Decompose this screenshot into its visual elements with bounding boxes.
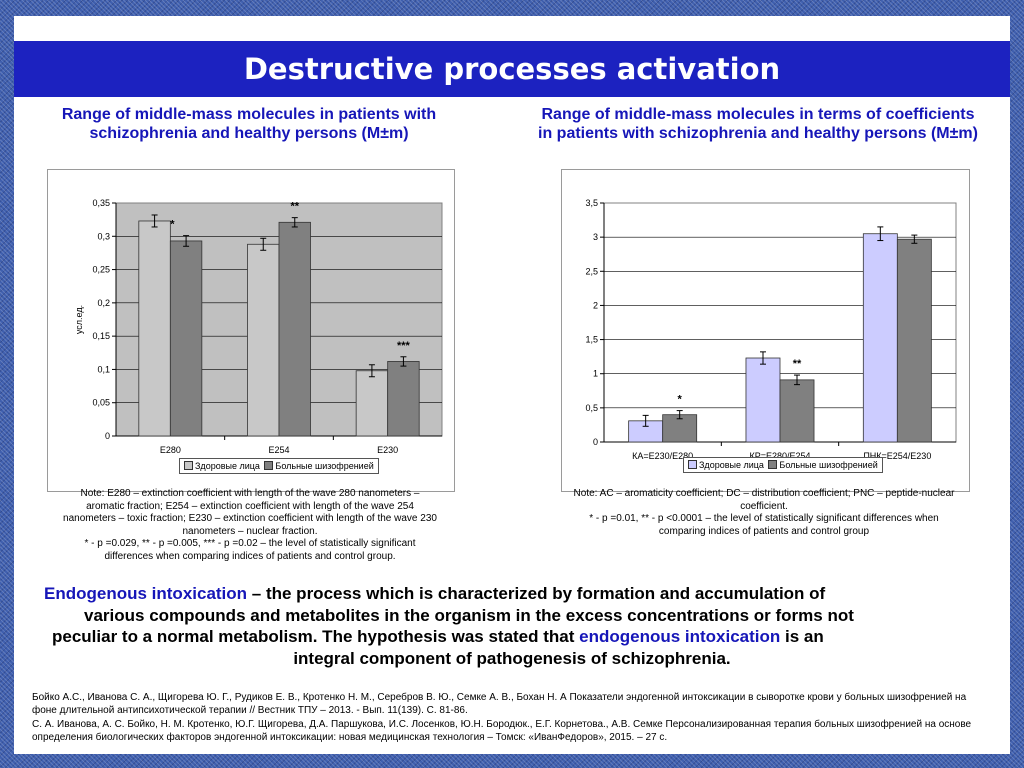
x-tick-label: ПНК=E254/E230 [863, 451, 931, 461]
note-line: differences when comparing indices of pa… [104, 550, 396, 562]
note-line: comparing indices of patients and contro… [658, 525, 870, 537]
note-line: nanometers – nuclear fraction. [182, 525, 318, 537]
bar [779, 379, 815, 443]
term-highlight: Endogenous intoxication [44, 584, 248, 603]
x-tick-label: E254 [268, 445, 289, 455]
bar [138, 220, 171, 437]
bar [745, 357, 781, 443]
significance-marker: ** [793, 358, 802, 370]
note-line: aromatic fraction; E254 – extinction coe… [86, 500, 414, 512]
legend-label-healthy: Здоровые лица [195, 461, 260, 471]
note-line: Note: E280 – extinction coefficient with… [80, 488, 420, 499]
legend-label-healthy: Здоровые лица [699, 460, 764, 470]
right-chart-panel: 0 0,5 1 1,5 2 2,5 3 3,5 КА=E230/E280 * КР=E280/E25… [561, 169, 970, 492]
significance-marker: ** [290, 201, 299, 213]
x-tick-label: КА=E230/E280 [632, 451, 693, 461]
bar [169, 240, 203, 437]
term-highlight: endogenous intoxication [579, 627, 781, 646]
y-tick-label: 0,3 [97, 231, 110, 241]
right-chart-svg: 0 0,5 1 1,5 2 2,5 3 3,5 КА=E230/E280 * КР=E280/E25… [585, 198, 957, 461]
note-line: * - p =0.029, ** - p =0.005, *** - p =0.… [84, 538, 416, 549]
definition-text: – the process which is characterized by … [247, 584, 826, 603]
y-tick-label: 0,1 [97, 364, 110, 374]
legend-swatch-healthy [688, 460, 697, 469]
definition-text: various compounds and metabolites in the… [84, 605, 854, 625]
significance-marker: * [678, 394, 683, 406]
note-line: * - p =0.01, ** - p <0.0001 – the level … [589, 513, 939, 524]
left-chart-legend: Здоровые лица Больные шизофренией [179, 458, 379, 474]
y-tick-label: 3 [593, 232, 598, 242]
y-tick-label: 3,5 [585, 198, 598, 208]
definition-text: peculiar to a normal metabolism. The hyp… [52, 627, 580, 646]
legend-swatch-patients [264, 461, 274, 470]
y-tick-label: 2 [593, 300, 598, 310]
note-line: Note: AC – aromaticity coefficient; DC –… [573, 488, 955, 499]
y-tick-label: 0 [593, 437, 598, 447]
note-line: nanometers – toxic fraction; E230 – exti… [63, 513, 437, 524]
bar [387, 361, 420, 437]
definition-paragraph: Endogenous intoxication – the process wh… [32, 583, 992, 669]
left-chart-note: Note: E280 – extinction coefficient with… [32, 488, 468, 563]
left-chart-panel: 0 0,05 0,1 0,15 0,2 0,25 0,3 0,35 усл.ед. E280 * E2… [47, 169, 455, 492]
significance-marker: * [170, 219, 175, 231]
legend-label-patients: Больные шизофренией [779, 460, 878, 470]
y-tick-label: 0,2 [97, 298, 110, 308]
right-chart-title: Range of middle-mass molecules in terms … [538, 106, 978, 142]
bar [896, 238, 932, 443]
y-tick-label: 0 [105, 431, 110, 441]
bar [355, 370, 389, 437]
slide-title: Destructive processes activation [14, 38, 1010, 100]
references: Бойко А.С., Иванова С. А., Щигорева Ю. Г… [32, 692, 992, 746]
reference-item: Бойко А.С., Иванова С. А., Щигорева Ю. Г… [32, 692, 967, 716]
right-chart-legend: Здоровые лица Больные шизофренией [683, 457, 883, 473]
x-tick-label: E230 [377, 445, 398, 455]
slide: Destructive processes activation Range o… [14, 16, 1010, 754]
legend-label-patients: Больные шизофренией [275, 461, 374, 471]
y-tick-label: 1 [593, 369, 598, 379]
y-tick-label: 0,25 [92, 265, 110, 275]
note-line: coefficient. [740, 500, 788, 512]
y-tick-label: 0,5 [585, 403, 598, 413]
reference-item: С. А. Иванова, А. С. Бойко, Н. М. Кротен… [32, 719, 972, 743]
definition-text: integral component of pathogenesis of sc… [293, 648, 731, 668]
bar [278, 221, 311, 437]
y-axis-label: усл.ед. [74, 305, 84, 334]
significance-marker: *** [397, 340, 411, 352]
y-tick-label: 0,15 [92, 331, 110, 341]
left-chart-title: Range of middle-mass molecules in patien… [61, 106, 437, 142]
x-tick-label: КР=E280/E254 [749, 451, 810, 461]
left-chart-svg: 0 0,05 0,1 0,15 0,2 0,25 0,3 0,35 усл.ед. E280 * E2… [74, 198, 443, 455]
y-tick-label: 0,35 [92, 198, 110, 208]
y-tick-label: 2,5 [585, 266, 598, 276]
definition-text: is an [780, 627, 824, 646]
x-tick-label: E280 [160, 445, 181, 455]
bar [862, 233, 898, 443]
right-chart-note: Note: AC – aromaticity coefficient; DC –… [534, 488, 994, 538]
y-tick-label: 1,5 [585, 335, 598, 345]
legend-swatch-healthy [184, 461, 193, 470]
bar [247, 243, 280, 437]
legend-swatch-patients [768, 460, 778, 469]
y-tick-label: 0,05 [92, 398, 110, 408]
